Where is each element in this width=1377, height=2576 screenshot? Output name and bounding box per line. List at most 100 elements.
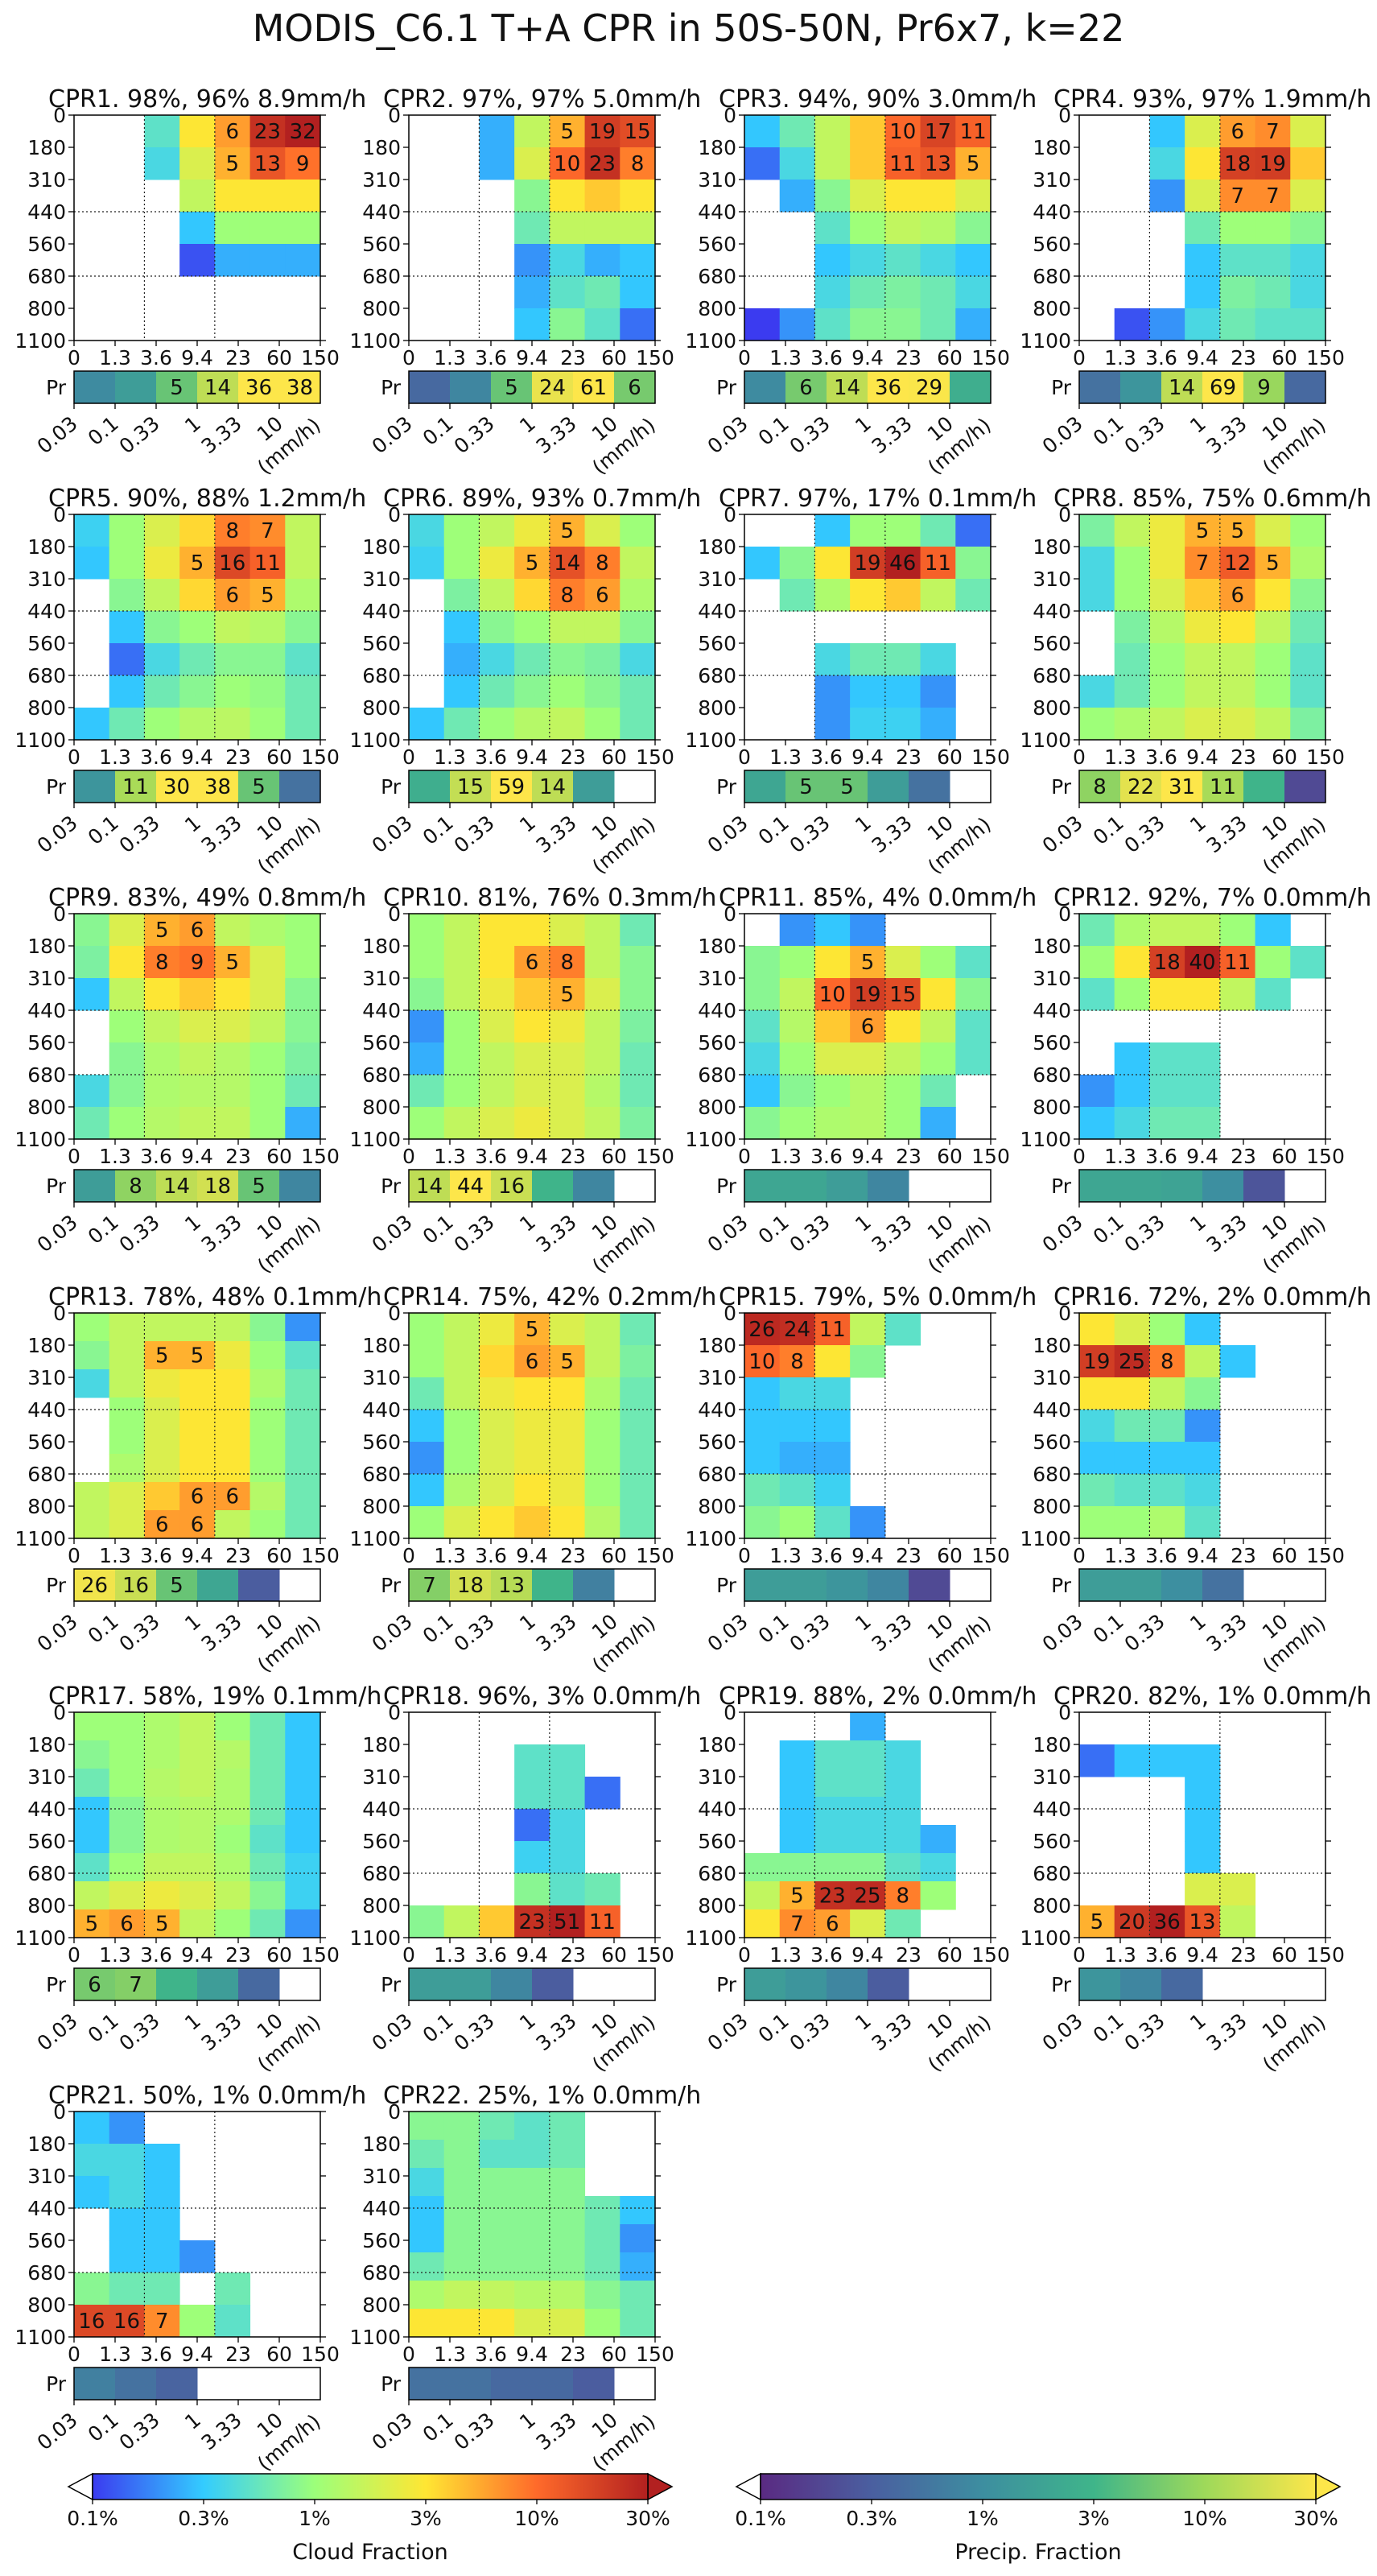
heatmap-cell (920, 1881, 956, 1910)
x-tick-label: 0 (402, 346, 415, 369)
heatmap-cell (1149, 1377, 1185, 1410)
pr-cell (909, 770, 950, 803)
cell-value-label: 5 (261, 584, 274, 608)
pr-cell (450, 1170, 492, 1202)
cell-value-label: 40 (1189, 951, 1215, 975)
heatmap-cell (920, 579, 956, 612)
heatmap-cell (514, 244, 550, 277)
pr-cell-value-label: 26 (81, 1574, 108, 1598)
pr-tick-label: 3.33 (197, 1210, 246, 1257)
heatmap-cell (1185, 212, 1221, 245)
x-tick-label: 9.4 (851, 745, 884, 769)
y-tick-label: 440 (1033, 200, 1071, 224)
pr-tick-label: 0.33 (115, 811, 164, 857)
heatmap-cell (109, 675, 145, 708)
heatmap-cell (744, 1474, 781, 1507)
heatmap-cell (884, 579, 921, 612)
pr-cell (1202, 1569, 1244, 1601)
heatmap-cell (1079, 1075, 1115, 1108)
pr-tick-label: 0.03 (368, 1210, 417, 1257)
heatmap-cell (1149, 514, 1185, 547)
panel-title: CPR18. 96%, 3% 0.0mm/h (383, 1682, 701, 1711)
pr-cell (1161, 1968, 1203, 2000)
pr-cell (450, 2368, 492, 2400)
heatmap-cell (249, 1853, 286, 1882)
heatmap-cell (779, 1881, 815, 1910)
heatmap-cell (1255, 514, 1291, 547)
pr-axis-label: Pr (1051, 1574, 1072, 1597)
pr-tick-label: 0.03 (33, 1210, 82, 1257)
cell-value-label: 16 (78, 2310, 105, 2334)
heatmap-cell (884, 1313, 921, 1346)
y-tick-label: 800 (27, 1096, 66, 1119)
heatmap-cell (1185, 1905, 1221, 1938)
heatmap-cell (1079, 1313, 1115, 1346)
x-tick-label: 1.3 (434, 1544, 466, 1567)
heatmap-cell (109, 1853, 145, 1882)
heatmap-cell (549, 1377, 586, 1410)
heatmap-cell (620, 514, 656, 547)
heatmap-cell (1290, 643, 1326, 676)
pr-tick-label: 0.33 (785, 1609, 835, 1656)
pr-cell-value-label: 69 (1210, 376, 1236, 400)
pr-tick-label: 0.33 (115, 1609, 164, 1656)
heatmap-cell (1255, 115, 1291, 148)
pr-tick-label: 0.33 (115, 1210, 164, 1257)
x-tick-label: 60 (601, 346, 627, 369)
heatmap-cell (584, 2281, 620, 2310)
pr-axis-label: Pr (46, 1174, 67, 1198)
heatmap-cell (179, 1740, 216, 1769)
heatmap-cell (285, 579, 321, 612)
heatmap-cell (514, 1841, 550, 1874)
cell-value-label: 19 (1260, 152, 1286, 176)
heatmap-cell (549, 2196, 586, 2225)
cell-value-label: 10 (748, 1350, 775, 1374)
heatmap-cell (479, 914, 515, 947)
x-tick-label: 1.3 (434, 745, 466, 769)
heatmap-cell (285, 1397, 321, 1426)
heatmap-cell (1079, 1905, 1115, 1938)
heatmap-cell (584, 2252, 620, 2281)
y-tick-label: 560 (362, 1830, 401, 1853)
heatmap-cell (144, 1853, 180, 1882)
pr-cell-value-label: 5 (170, 1574, 183, 1598)
pr-tick-label: 1 (515, 1609, 540, 1635)
heatmap-cell (214, 547, 251, 580)
y-tick-label: 1100 (14, 1128, 66, 1151)
heatmap-cell (584, 180, 620, 213)
heatmap-cell (920, 978, 956, 1011)
heatmap-cell (620, 1010, 656, 1043)
heatmap-cell (1219, 708, 1256, 741)
heatmap-cell (514, 675, 550, 708)
heatmap-cell (1114, 308, 1150, 341)
x-tick-label: 60 (937, 346, 963, 369)
heatmap-cell (549, 1744, 586, 1777)
heatmap-cell (443, 914, 480, 947)
x-tick-label: 150 (971, 346, 1010, 369)
x-tick-label: 1.3 (769, 1943, 802, 1967)
heatmap-cell (744, 1075, 781, 1108)
cell-value-label: 6 (120, 1913, 134, 1937)
pr-tick-label: 0.03 (703, 811, 752, 857)
heatmap-cell (179, 978, 216, 1011)
heatmap-cell (779, 1797, 815, 1826)
heatmap-cell (144, 1042, 180, 1075)
x-tick-label: 1.3 (434, 1145, 466, 1168)
heatmap-cell (549, 212, 586, 245)
heatmap-cell (1149, 1345, 1185, 1378)
panel-title: CPR11. 85%, 4% 0.0mm/h (719, 884, 1037, 912)
x-tick-label: 3.6 (810, 346, 843, 369)
heatmap-cell (479, 547, 515, 580)
pr-cell (409, 371, 451, 403)
colorbar-label: Precip. Fraction (954, 2540, 1121, 2565)
heatmap-cell (814, 708, 851, 741)
heatmap-cell (74, 2273, 110, 2306)
heatmap-cell (1114, 1474, 1150, 1507)
pr-cell (197, 1170, 239, 1202)
heatmap-cell (443, 1377, 480, 1410)
heatmap-cell (214, 1797, 251, 1826)
heatmap-cell (955, 308, 992, 341)
heatmap-cell (620, 1410, 656, 1443)
y-tick-label: 310 (27, 1765, 66, 1789)
